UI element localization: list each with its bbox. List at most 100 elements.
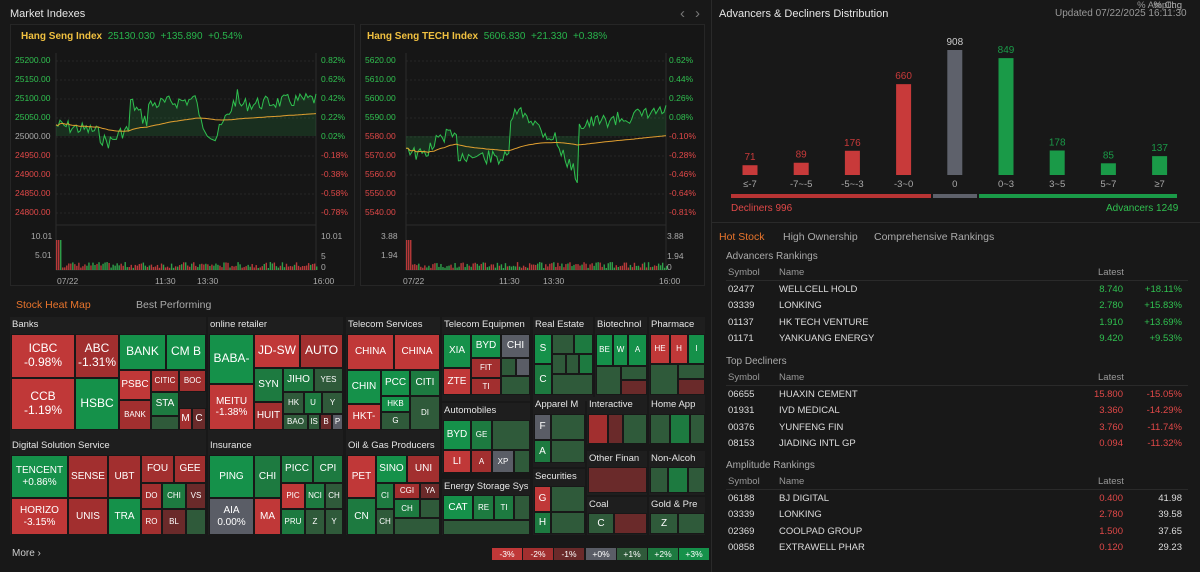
heatmap-cell[interactable]: B [320,414,332,430]
tab-high-ownership[interactable]: High Ownership [783,231,858,243]
hsi-chart-panel[interactable]: Hang Seng Index 25130.030 +135.890 +0.54… [10,24,355,286]
table-row[interactable]: 00376 YUNFENG FIN 3.760 -11.74% [726,422,1188,438]
heatmap-cell[interactable]: C [588,513,614,534]
table-row[interactable]: 08153 JIADING INTL GP 0.094 -11.32% [726,438,1188,454]
heatmap-cell[interactable]: JIHO [283,368,314,392]
heatmap-cell[interactable]: XIA [443,334,471,368]
heatmap-cell[interactable] [566,354,579,374]
heatmap-cell[interactable]: BANK [119,400,151,430]
heatmap-cell[interactable]: GE [471,420,492,450]
heatmap-cell[interactable]: UBT [108,455,141,498]
table-row[interactable]: 06655 HUAXIN CEMENT 15.800 -15.05% [726,389,1188,405]
table-row[interactable]: 01137 HK TECH VENTURE 1.910 +13.69% [726,317,1188,333]
heatmap-cell[interactable] [623,414,647,444]
heatmap-cell[interactable]: AUTO [300,334,343,368]
heatmap-cell[interactable]: PING [209,455,254,498]
heatmap-cell[interactable]: TI [494,495,514,520]
tab-stock-heat-map[interactable]: Stock Heat Map [16,299,91,311]
heatmap-cell[interactable] [551,414,585,440]
heatmap-cell[interactable]: A [534,440,551,463]
heatmap-cell[interactable] [501,376,530,395]
heatmap-cell[interactable] [492,420,530,450]
heatmap-cell[interactable] [596,366,621,395]
heatmap-cell[interactable]: BOC [179,370,206,392]
heatmap-cell[interactable]: ZTE [443,368,471,395]
heatmap-cell[interactable]: YA [420,483,440,499]
heatmap-cell[interactable]: I [688,334,705,364]
heatmap-cell[interactable]: F [534,414,551,440]
heatmap-cell[interactable] [552,354,566,374]
heatmap-cell[interactable]: FIT [471,358,501,378]
heatmap-cell[interactable] [186,509,206,535]
heatmap-cell[interactable]: Y [322,392,343,414]
heatmap-cell[interactable]: AIA 0.00% [209,498,254,535]
heatmap-cell[interactable]: LI [443,450,471,473]
heatmap-cell[interactable]: CITI [410,370,440,396]
heatmap-cell[interactable] [588,467,647,493]
heatmap-cell[interactable]: G [381,412,410,430]
hstech-chart-panel[interactable]: Hang Seng TECH Index 5606.830 +21.330 +0… [360,24,705,286]
heatmap-cell[interactable]: IS [308,414,320,430]
heatmap-cell[interactable]: ABC -1.31% [75,334,119,378]
heatmap-cell[interactable] [688,467,705,493]
heatmap-cell[interactable]: CHIN [347,370,381,404]
heatmap-cell[interactable] [443,520,530,535]
heatmap-cell[interactable]: TENCENT +0.86% [11,455,68,498]
heatmap-cell[interactable]: C [192,408,206,430]
heatmap-cell[interactable]: YES [314,368,343,392]
heatmap-cell[interactable]: CHINA [394,334,440,370]
heatmap-cell[interactable] [574,334,593,354]
heatmap-cell[interactable]: C [534,364,552,395]
heatmap-cell[interactable] [621,366,647,380]
heatmap-cell[interactable]: HE [650,334,670,364]
heatmap-cell[interactable] [551,440,585,463]
heatmap-cell[interactable]: HKT- [347,404,381,430]
prev-arrow-icon[interactable]: ‹ [680,5,685,22]
heatmap-cell[interactable]: RE [473,495,494,520]
heatmap-cell[interactable]: DO [141,483,162,509]
heatmap-cell[interactable]: BABA- [209,334,254,384]
heatmap-cell[interactable]: Z [305,509,325,535]
heatmap-cell[interactable]: BE [596,334,613,366]
table-row[interactable]: 02369 COOLPAD GROUP 1.500 37.65 [726,526,1188,542]
heatmap-cell[interactable]: TRA [108,498,141,535]
heatmap-cell[interactable]: STA [151,392,179,416]
heatmap-cell[interactable]: G [534,486,551,512]
heatmap-cell[interactable]: HORIZO -3.15% [11,498,68,535]
heatmap-cell[interactable]: PICC [281,455,313,483]
heatmap-cell[interactable]: HK [283,392,304,414]
heatmap-cell[interactable]: Z [650,513,678,534]
heatmap-cell[interactable]: BANK [119,334,166,370]
heatmap-cell[interactable] [678,513,705,534]
heatmap-cell[interactable]: M [179,408,192,430]
heatmap-cell[interactable]: TI [471,378,501,395]
heatmap-cell[interactable]: CPI [313,455,343,483]
heatmap-cell[interactable]: HSBC [75,378,119,430]
heatmap-cell[interactable] [514,450,530,473]
heatmap-cell[interactable]: XP [492,450,514,473]
heatmap-cell[interactable]: CH [394,499,420,518]
heatmap-cell[interactable]: P [332,414,343,430]
heatmap-cell[interactable] [501,358,516,376]
heatmap-cell[interactable]: W [613,334,628,366]
table-row[interactable]: 00858 EXTRAWELL PHAR 0.120 29.23 [726,542,1188,558]
heatmap-cell[interactable] [579,354,593,374]
tab-comprehensive-rankings[interactable]: Comprehensive Rankings [874,231,995,243]
heatmap-cell[interactable]: PCC [381,370,410,396]
heatmap-cell[interactable]: CCB -1.19% [11,378,75,430]
heatmap-cell[interactable] [516,358,530,376]
heatmap-cell[interactable] [514,495,530,520]
heatmap-cell[interactable]: H [534,512,551,534]
heatmap-cell[interactable] [678,364,705,379]
heatmap-cell[interactable]: H [670,334,688,364]
heatmap-cell[interactable]: S [534,334,552,364]
tab-hot-stock[interactable]: Hot Stock [719,231,765,243]
heatmap-cell[interactable]: SINO [376,455,407,483]
heatmap-cell[interactable] [690,414,705,444]
table-row[interactable]: 03339 LONKING 2.780 +15.83% [726,300,1188,316]
heatmap-cell[interactable]: NCI [305,483,325,509]
heatmap-cell[interactable]: CH [325,483,343,509]
heatmap-cell[interactable]: BYD [471,334,501,358]
heatmap-cell[interactable]: VS [186,483,206,509]
table-row[interactable]: 01171 YANKUANG ENERGY 9.420 +9.53% [726,333,1188,349]
